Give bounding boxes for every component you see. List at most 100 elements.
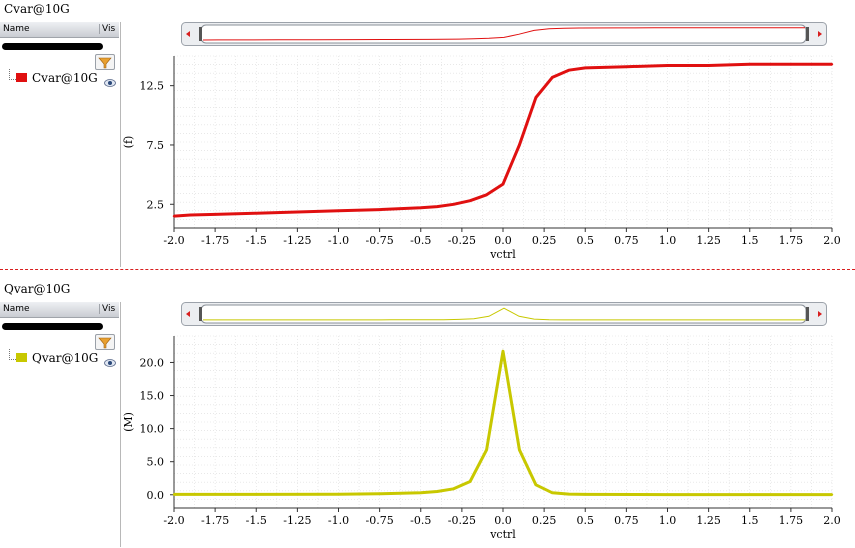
- x-tick-label: 1.75: [779, 514, 804, 527]
- data-point: [501, 350, 505, 353]
- data-point: [419, 491, 422, 494]
- data-point: [584, 66, 587, 70]
- data-point: [337, 209, 340, 212]
- x-tick-label: -2.0: [163, 234, 184, 247]
- data-point: [255, 493, 258, 496]
- legend-panel: Name Vis Qvar@10G: [0, 302, 121, 547]
- x-tick-label: 0.5: [577, 234, 595, 247]
- funnel-icon[interactable]: [95, 54, 115, 70]
- data-point: [584, 493, 587, 496]
- legend-item-label[interactable]: Qvar@10G: [32, 351, 99, 365]
- data-point: [468, 199, 472, 202]
- data-point: [707, 64, 710, 67]
- x-tick-label: -1.75: [201, 234, 229, 247]
- x-tick-label: -2.0: [163, 514, 184, 527]
- x-tick-label: -1.0: [328, 234, 349, 247]
- y-tick-label: 15.0: [140, 390, 165, 403]
- x-tick-label: -0.25: [448, 514, 476, 527]
- x-tick-label: 0.5: [577, 514, 595, 527]
- data-point: [296, 210, 299, 214]
- overview-series-line: [203, 307, 805, 321]
- x-tick-label: 0.25: [532, 234, 557, 247]
- series-color-swatch: [16, 73, 27, 82]
- y-axis-label: (f): [122, 136, 135, 149]
- y-tick-label: 12.5: [140, 80, 165, 93]
- x-tick-label: -0.25: [448, 234, 476, 247]
- data-point: [501, 182, 505, 186]
- data-point: [337, 493, 340, 496]
- data-point: [567, 492, 570, 496]
- data-point: [436, 490, 439, 493]
- x-tick-label: -0.5: [410, 234, 431, 247]
- data-point: [189, 213, 192, 217]
- data-point: [830, 63, 834, 66]
- x-tick-label: 2.0: [823, 234, 841, 247]
- legend-column-vis[interactable]: Vis: [99, 304, 115, 314]
- x-tick-label: 1.0: [659, 514, 677, 527]
- data-point: [436, 205, 439, 208]
- scroll-right-arrow-icon: [818, 311, 822, 317]
- legend-column-name[interactable]: Name: [3, 304, 30, 314]
- x-tick-label: -1.25: [283, 514, 311, 527]
- legend-divider-bar: [2, 323, 103, 330]
- y-axis-label: (M): [122, 412, 135, 432]
- data-point: [748, 493, 751, 496]
- x-tick-label: -1.25: [283, 234, 311, 247]
- series-line: [174, 349, 832, 497]
- y-tick-label: 7.5: [147, 139, 165, 152]
- y-tick-label: 20.0: [140, 356, 165, 369]
- tree-connector: [9, 69, 16, 80]
- data-point: [534, 96, 538, 99]
- chart-panel-cvar: Cvar@10G Name Vis Cvar@10G -2.0 -1.75 -1.5…: [0, 0, 855, 268]
- x-tick-label: 1.25: [696, 234, 721, 247]
- tree-connector: [9, 349, 16, 360]
- data-point: [485, 448, 488, 451]
- overview-scroller[interactable]: [181, 22, 827, 46]
- data-point: [534, 483, 538, 487]
- data-point: [518, 143, 521, 147]
- data-point: [666, 64, 669, 67]
- legend-item-label[interactable]: Cvar@10G: [32, 71, 98, 85]
- overview-series-line: [202, 27, 805, 41]
- data-point: [518, 448, 521, 451]
- legend-column-name[interactable]: Name: [3, 24, 30, 34]
- y-tick-label: 2.5: [147, 198, 165, 211]
- x-tick-label: 0.0: [494, 234, 512, 247]
- x-tick-label: 1.0: [659, 234, 677, 247]
- data-point: [567, 69, 570, 72]
- data-point: [748, 63, 751, 66]
- data-point: [452, 487, 455, 491]
- data-point: [789, 63, 793, 66]
- data-point: [172, 493, 176, 496]
- x-tick-label: 0.25: [532, 514, 557, 527]
- scroll-right-arrow-icon: [818, 31, 822, 37]
- x-tick-label: -1.5: [246, 514, 267, 527]
- x-tick-label: -0.75: [366, 514, 394, 527]
- x-tick-label: -1.0: [328, 514, 349, 527]
- data-point: [452, 203, 455, 206]
- overview-scroller[interactable]: [181, 302, 827, 326]
- eye-icon[interactable]: [104, 73, 116, 87]
- data-point: [419, 206, 422, 210]
- eye-icon[interactable]: [104, 353, 116, 367]
- legend-column-vis[interactable]: Vis: [99, 24, 115, 34]
- x-tick-label: 1.75: [779, 234, 804, 247]
- data-point: [468, 480, 472, 483]
- data-point: [172, 214, 176, 218]
- x-axis-label: vctrl: [489, 248, 516, 261]
- data-point: [666, 493, 669, 496]
- data-point: [625, 65, 628, 68]
- data-point: [378, 492, 381, 495]
- funnel-icon[interactable]: [95, 334, 115, 350]
- x-tick-label: 1.25: [696, 514, 721, 527]
- data-point: [213, 213, 217, 216]
- x-tick-label: 0.0: [494, 514, 512, 527]
- panel-divider: [0, 269, 855, 270]
- series-line: [173, 62, 832, 218]
- data-point: [485, 193, 488, 196]
- x-tick-label: 0.75: [614, 234, 639, 247]
- legend-divider-bar: [2, 43, 103, 50]
- x-tick-label: 2.0: [823, 514, 841, 527]
- y-tick-label: 10.0: [140, 423, 165, 436]
- data-point: [830, 493, 834, 496]
